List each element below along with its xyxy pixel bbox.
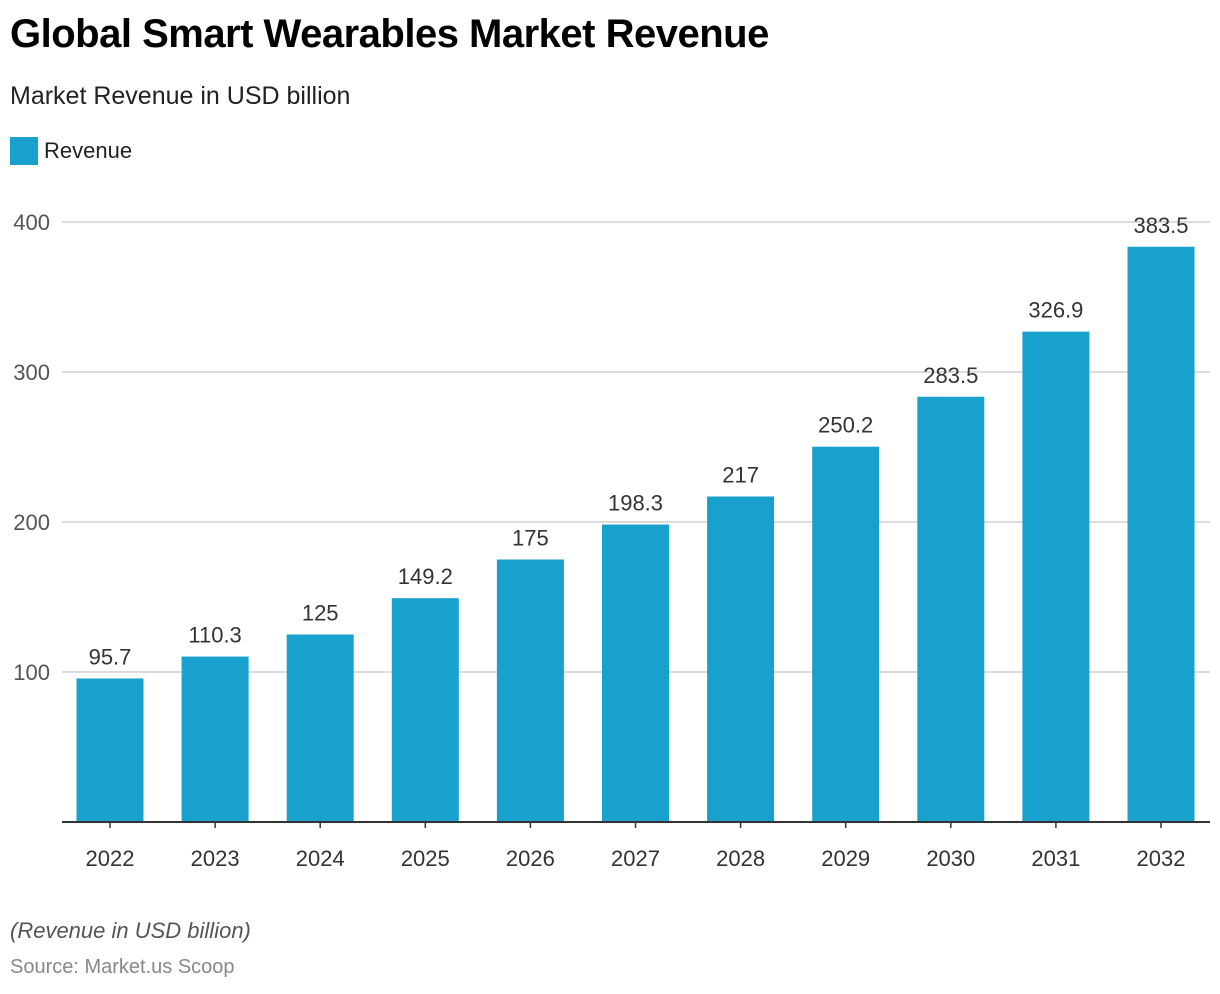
data-label: 283.5 [923,363,978,388]
data-label: 217 [722,463,759,488]
legend: Revenue [10,137,132,165]
x-tick-label: 2030 [926,846,975,871]
data-label: 95.7 [89,644,132,669]
x-tick-label: 2028 [716,846,765,871]
data-label: 110.3 [188,623,241,648]
data-label: 326.9 [1028,298,1083,323]
x-tick-label: 2032 [1137,846,1186,871]
chart-source: Source: Market.us Scoop [10,956,235,978]
bar-2023 [181,656,249,822]
bar-2030 [917,396,985,822]
data-label: 125 [302,601,339,626]
x-tick-label: 2027 [611,846,660,871]
legend-label: Revenue [44,138,133,163]
y-tick-label: 100 [13,660,50,685]
chart-note: (Revenue in USD billion) [10,918,251,943]
x-tick-label: 2031 [1031,846,1080,871]
x-tick-label: 2023 [191,846,240,871]
bar-2025 [391,598,459,822]
y-tick-label: 200 [13,510,50,535]
bar-2022 [76,678,144,822]
data-label: 198.3 [608,491,663,516]
legend-swatch [10,137,38,165]
bar-2032 [1127,246,1195,822]
x-tick-label: 2025 [401,846,450,871]
chart-title: Global Smart Wearables Market Revenue [10,12,769,56]
bar-2027 [602,524,669,822]
x-tick-label: 2024 [296,846,345,871]
bar-2024 [286,634,354,822]
y-tick-label: 400 [13,210,50,235]
bar-2031 [1022,331,1090,822]
bar-2028 [707,496,775,822]
chart-subtitle: Market Revenue in USD billion [10,82,351,110]
data-label: 383.5 [1133,213,1188,238]
data-label: 175 [512,526,549,551]
data-label: 250.2 [818,413,873,438]
x-tick-label: 2022 [86,846,135,871]
y-tick-label: 300 [13,360,50,385]
x-tick-label: 2029 [821,846,870,871]
data-label: 149.2 [398,564,453,589]
x-tick-label: 2026 [506,846,555,871]
bar-2026 [496,559,564,822]
bar-2029 [812,446,880,822]
